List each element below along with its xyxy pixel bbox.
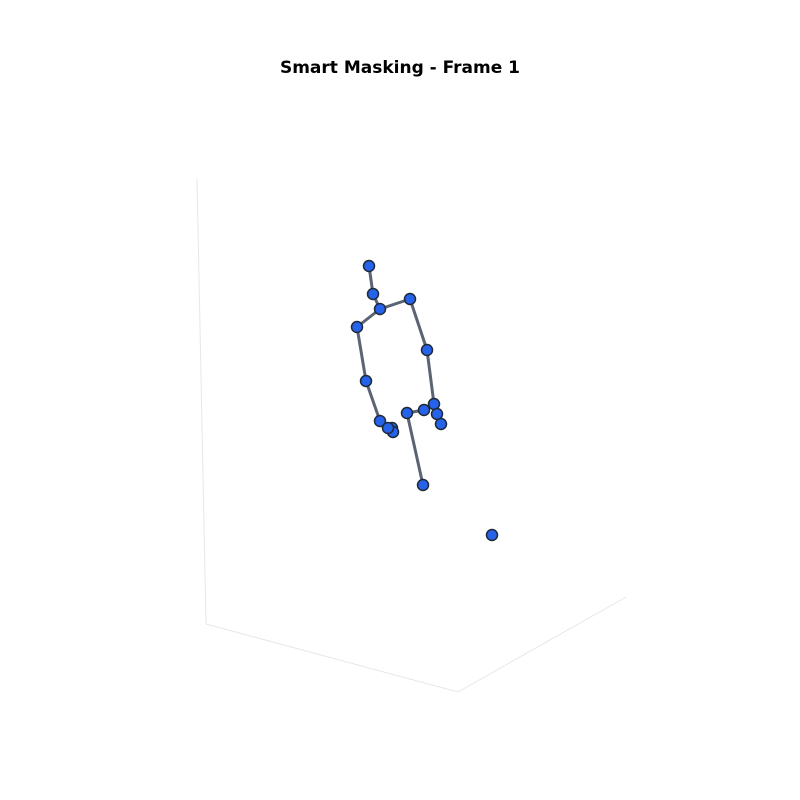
y-axis-edge xyxy=(457,596,627,693)
joint-point-4 xyxy=(350,320,364,334)
bone-4 xyxy=(355,325,368,383)
joint-point-8 xyxy=(417,403,431,417)
bone-9 xyxy=(425,348,436,406)
axis-panes xyxy=(196,178,627,693)
joint-point-9 xyxy=(400,406,414,420)
joint-point-1 xyxy=(366,287,380,301)
joint-point-2 xyxy=(373,302,387,316)
skeleton-joints xyxy=(350,259,499,542)
joint-point-6 xyxy=(359,374,373,388)
chart-title: Smart Masking - Frame 1 xyxy=(279,58,521,78)
x-axis-edge xyxy=(205,623,459,693)
joint-point-11 xyxy=(373,414,387,428)
bone-14 xyxy=(405,411,425,487)
joint-point-12 xyxy=(434,417,448,431)
joint-point-3 xyxy=(403,292,417,306)
joint-point-0 xyxy=(362,259,376,273)
joint-point-15 xyxy=(381,421,395,435)
z-axis-edge xyxy=(196,178,207,625)
joint-point-16 xyxy=(416,478,430,492)
joint-point-17 xyxy=(485,528,499,542)
joint-point-5 xyxy=(420,343,434,357)
bone-8 xyxy=(408,297,429,352)
bone-5 xyxy=(364,379,382,423)
